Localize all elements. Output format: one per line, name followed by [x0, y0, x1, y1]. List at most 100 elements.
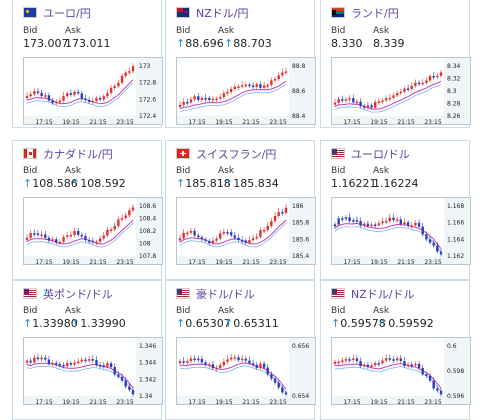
x-tick-label: 23:15 [116, 119, 133, 124]
ask-price: 108.592 [80, 177, 126, 190]
currency-panel[interactable]: NZドル/ドル Bid Ask ↑0.59578 ↑0.59592 0.6 0.598 0.5… [320, 280, 471, 420]
currency-panel[interactable]: NZドル/円 Bid Ask ↑88.696 ↑88.703 88.8 88.6 88.4 17… [165, 0, 316, 128]
chart-frame[interactable]: 0.6 0.598 0.596 17:15 19:15 21:15 23:15 [331, 337, 471, 405]
ask-price: 185.834 [233, 177, 279, 190]
flag-icon [331, 288, 345, 299]
bid-price: 8.330 [331, 37, 363, 50]
candle [182, 232, 185, 239]
candle [244, 358, 247, 361]
currency-panel[interactable]: カナダドル/円 Bid Ask ↑108.586 ↑108.592 108.6 108.4 1… [12, 140, 163, 280]
y-tick-label: 108.6 [139, 203, 156, 210]
candle [91, 359, 94, 361]
currency-panel[interactable]: スイスフラン/円 Bid Ask ↑185.818 ↑185.834 186 185.8 18… [165, 140, 316, 280]
x-tick-label: 23:15 [424, 259, 441, 264]
candle [128, 210, 131, 216]
candle [388, 97, 392, 100]
candle [432, 76, 435, 78]
y-tick-label: 186 [292, 203, 304, 210]
chart-frame[interactable]: 8.34 8.32 8.3 8.28 8.26 17:15 19:15 21:15 23:15 [331, 57, 471, 125]
candle [363, 364, 366, 367]
candle [251, 85, 255, 88]
bid-price: 108.586 [32, 177, 78, 190]
currency-pair-title[interactable]: スイスフラン/円 [176, 146, 276, 162]
y-tick-label: 1.346 [139, 343, 156, 350]
bid-price: 173.007 [23, 37, 69, 50]
moving-average-line [179, 222, 287, 248]
candle [189, 358, 193, 362]
candle [395, 219, 399, 221]
currency-pair-label: 豪ドル/ドル [196, 288, 255, 301]
currency-pair-title[interactable]: NZドル/円 [176, 5, 248, 21]
chart-frame[interactable]: 1.168 1.166 1.164 1.162 17:15 19:15 21:15 23:15 [331, 197, 471, 265]
candle [87, 359, 91, 361]
moving-average-line [179, 80, 287, 110]
chart-frame[interactable]: 0.656 0.654 17:15 19:15 21:15 23:15 [176, 337, 316, 405]
candle [69, 363, 73, 365]
ask-label: Ask [65, 306, 82, 316]
candle [414, 222, 417, 226]
ask-price: 1.33990 [80, 317, 126, 330]
candle [222, 232, 226, 234]
flag-icon [176, 148, 190, 159]
candle [270, 221, 273, 227]
currency-panel[interactable]: ユーロ/円 Bid Ask 173.007 173.011 173 172.8 172.6 17… [12, 0, 163, 128]
candle [341, 99, 344, 101]
currency-panel[interactable]: ユーロ/ドル Bid Ask 1.16221 1.16224 1.168 1.166 1.16… [320, 140, 471, 280]
currency-pair-title[interactable]: 英ポンド/ドル [23, 286, 113, 302]
up-arrow-icon: ↑ [224, 317, 234, 330]
ask-price: 8.339 [373, 37, 405, 50]
candle [240, 85, 244, 87]
currency-pair-title[interactable]: ユーロ/円 [23, 5, 91, 21]
candle [406, 88, 410, 91]
candle [377, 101, 381, 103]
flag-icon [331, 148, 345, 159]
candle [417, 222, 421, 227]
candle [33, 357, 36, 363]
candle [439, 72, 443, 76]
chart-frame[interactable]: 173 172.8 172.6 172.4 17:15 19:15 21:15 23:15 [23, 57, 163, 125]
y-tick-label: 185.6 [292, 236, 309, 243]
candle [237, 86, 240, 88]
candle [266, 367, 269, 375]
candle [403, 88, 406, 92]
chart-frame[interactable]: 1.346 1.344 1.342 1.34 17:15 19:15 21:15 23:15 [23, 337, 163, 405]
currency-panel[interactable]: 豪ドル/ドル Bid Ask ↑0.65307 ↑0.65311 0.656 0.654 17… [165, 280, 316, 420]
currency-pair-title[interactable]: NZドル/ドル [331, 286, 414, 302]
x-tick-label: 23:15 [116, 399, 133, 404]
candle [344, 99, 348, 101]
currency-pair-title[interactable]: カナダドル/円 [23, 146, 113, 162]
chart-frame[interactable]: 88.8 88.6 88.4 17:15 19:15 21:15 23:15 [176, 57, 316, 125]
candle [270, 374, 273, 379]
x-tick-label: 21:15 [397, 119, 414, 124]
currency-pair-title[interactable]: 豪ドル/ドル [176, 286, 255, 302]
candle [128, 71, 131, 73]
candle [270, 80, 273, 85]
currency-pair-title[interactable]: ランド/円 [331, 5, 399, 21]
currency-panel[interactable]: ランド/円 Bid Ask 8.330 8.339 8.34 8.32 8.3 8.28 8.26… [320, 0, 471, 128]
up-arrow-icon: ↑ [379, 317, 389, 330]
candle [84, 98, 87, 100]
candle [106, 229, 109, 236]
candle [439, 251, 443, 255]
bid-price: 0.59578 [340, 317, 386, 330]
candle [425, 80, 428, 83]
candle [337, 99, 340, 103]
candle [248, 84, 251, 87]
currency-pair-title[interactable]: ユーロ/ドル [331, 146, 410, 162]
candle [98, 364, 102, 367]
bid-value: ↑108.586 [23, 177, 78, 190]
ask-label: Ask [373, 26, 390, 36]
candle [366, 223, 370, 226]
chart-frame[interactable]: 186 185.8 185.6 185.4 17:15 19:15 21:15 23:15 [176, 197, 316, 265]
candle [410, 225, 413, 227]
candle [62, 236, 65, 242]
candle [399, 219, 402, 224]
currency-panel[interactable]: 英ポンド/ドル Bid Ask ↑1.33980 ↑1.33990 1.346 1.344 1… [12, 280, 163, 420]
chart-plot-area [332, 338, 444, 396]
chart-frame[interactable]: 108.6 108.4 108.2 108 107.8 17:15 19:15 21:15 23… [23, 197, 163, 265]
candle [47, 237, 51, 241]
candle [66, 235, 69, 237]
candle [359, 101, 362, 107]
ask-label: Ask [218, 26, 235, 36]
candle [36, 357, 40, 360]
